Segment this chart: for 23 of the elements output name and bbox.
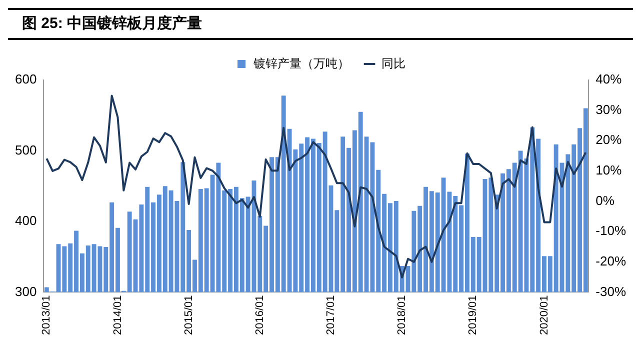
y2-tick-label: -20% xyxy=(596,253,626,268)
y2-tick-label: 40% xyxy=(596,72,622,87)
y-tick-label: 600 xyxy=(14,72,37,87)
y-tick-label: 400 xyxy=(14,213,37,228)
y2-tick-label: 20% xyxy=(596,132,622,148)
y2-tick-label: 30% xyxy=(596,102,622,117)
x-tick-label: 2016/01 xyxy=(254,295,266,336)
y-tick-label: 300 xyxy=(14,284,37,299)
legend-label: 镀锌产量（万吨） xyxy=(252,56,350,70)
x-tick-label: 2014/01 xyxy=(112,295,124,336)
x-tick-label: 2015/01 xyxy=(182,295,195,336)
chart-title: 图 25: 中国镀锌板月度产量 xyxy=(8,8,633,40)
x-tick-label: 2017/01 xyxy=(325,295,338,336)
x-tick-label: 2013/01 xyxy=(40,295,53,336)
y2-tick-label: -10% xyxy=(596,223,626,238)
y2-tick-label: -30% xyxy=(596,284,626,299)
x-tick-label: 2020/01 xyxy=(538,295,550,336)
y-tick-label: 500 xyxy=(14,142,37,158)
y2-tick-label: 0% xyxy=(596,192,615,208)
x-tick-label: 2019/01 xyxy=(467,295,480,336)
x-tick-label: 2018/01 xyxy=(396,295,408,336)
y2-tick-label: 10% xyxy=(596,162,622,178)
legend-label: 同比 xyxy=(382,56,406,70)
